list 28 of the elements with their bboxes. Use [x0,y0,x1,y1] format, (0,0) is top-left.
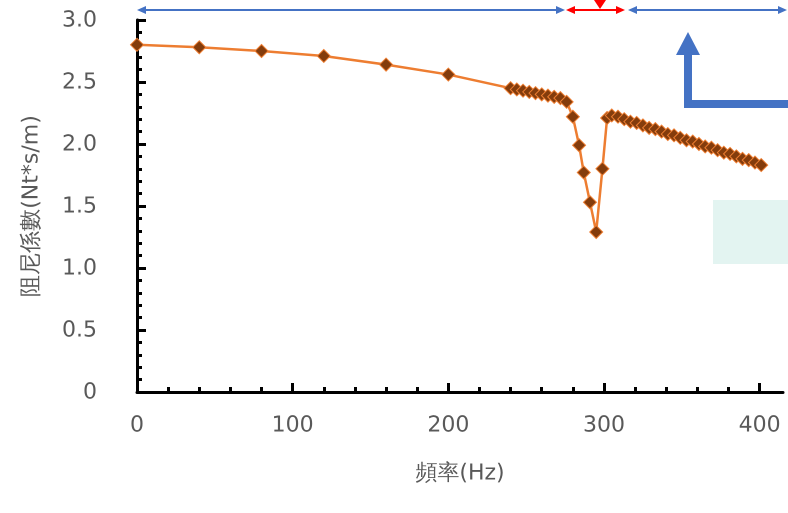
x-axis-title: 頻率(Hz) [415,460,505,486]
point [316,48,331,63]
point [589,225,604,240]
y-tick-label: 2.5 [62,70,97,94]
y-tick-label: 2.0 [62,132,97,156]
point [576,166,591,180]
point [130,38,144,52]
x-tick-label: 200 [427,412,470,438]
y-tick-label: 0.5 [62,318,97,342]
y-tick-label: 0 [83,380,97,404]
x-tick-label: 400 [738,412,781,438]
point [754,158,768,172]
y-tick-label: 1.5 [62,194,97,218]
y-axis-title: 阻尼係數(Nt*s/m) [18,115,44,297]
x-tick-label: 0 [130,412,144,438]
y-tick-label: 3.0 [62,8,97,32]
point [560,94,574,109]
x-tick-label: 300 [582,412,625,438]
point [192,40,206,54]
point [254,44,269,58]
point [595,162,610,176]
point [582,195,597,210]
x-tick-label: 100 [272,412,314,438]
point [566,110,580,124]
point [379,58,394,72]
point [572,138,586,152]
point [441,68,456,82]
y-tick-label: 1.0 [62,256,97,280]
